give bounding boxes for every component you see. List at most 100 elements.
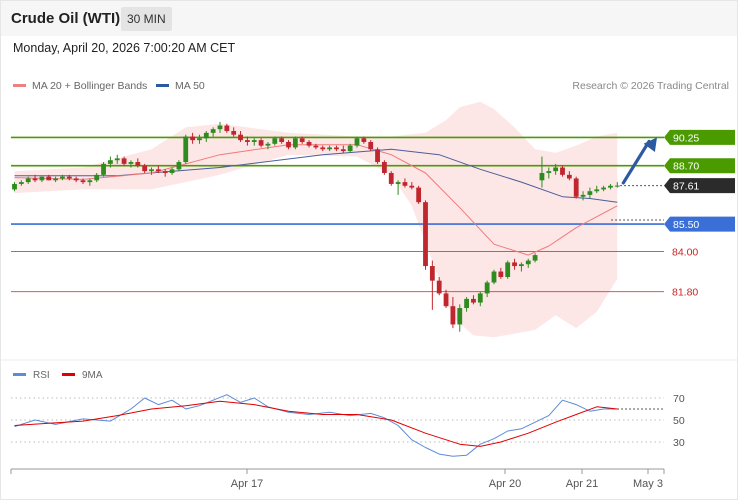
candle-body <box>340 149 346 152</box>
candle-body <box>566 174 572 179</box>
candle-body <box>553 167 559 172</box>
candle-body <box>292 138 298 148</box>
candle-body <box>546 171 552 173</box>
candle-body <box>320 147 326 150</box>
candle-body <box>429 266 435 281</box>
bollinger-swatch <box>13 83 26 87</box>
candle-body <box>539 172 545 181</box>
candle-body <box>464 298 469 309</box>
candle-body <box>375 149 380 163</box>
candle-body <box>245 140 250 142</box>
timeframe-badge[interactable]: 30 MIN <box>121 7 172 31</box>
time-tick-label: Apr 21 <box>566 478 598 490</box>
candle-body <box>108 160 113 164</box>
level-label-85.50: 85.50 <box>673 219 699 231</box>
candle-body <box>176 162 182 170</box>
candle-body <box>347 145 353 152</box>
legend-ma50-label: MA 50 <box>175 80 205 92</box>
level-label-81.80: 81.80 <box>672 287 698 299</box>
candle-body <box>361 138 367 142</box>
candle-body <box>231 131 237 135</box>
candle-body <box>423 202 428 267</box>
candle-body <box>149 169 154 172</box>
instrument-title: Crude Oil (WTI) <box>11 10 121 27</box>
rsi-tick-30: 30 <box>673 437 685 449</box>
candle-body <box>368 141 374 150</box>
candle-body <box>258 140 264 146</box>
candle-body <box>354 138 360 146</box>
ma50-swatch <box>156 83 169 87</box>
level-label-84.00: 84.00 <box>672 246 698 258</box>
candle-body <box>60 176 65 179</box>
candle-body <box>409 185 415 188</box>
last-price-tag <box>664 178 735 194</box>
research-credit: Research © 2026 Trading Central <box>572 80 729 92</box>
candle-body <box>279 138 285 142</box>
candle-body <box>128 162 134 164</box>
candle-body <box>498 271 504 278</box>
candle-body <box>477 293 483 303</box>
candle-body <box>224 125 230 132</box>
candle-body <box>614 185 620 187</box>
candle-body <box>32 178 38 181</box>
candle-body <box>18 182 24 184</box>
candle-body <box>265 143 271 146</box>
candle-body <box>306 141 312 146</box>
candle-body <box>587 191 593 195</box>
legend-bollinger-label: MA 20 + Bollinger Bands <box>32 80 148 92</box>
candle-body <box>402 182 408 186</box>
candle-body <box>580 194 586 197</box>
candle-body <box>53 178 58 181</box>
candle-body <box>450 306 456 325</box>
candle-body <box>484 282 490 294</box>
candle-body <box>101 163 106 175</box>
candle-body <box>190 136 195 141</box>
time-tick-label: May 3 <box>633 478 663 490</box>
candle-body <box>80 180 86 183</box>
9ma-line <box>14 400 618 447</box>
level-tag-90.25 <box>664 129 735 145</box>
rsi-line <box>14 394 618 457</box>
rsi-tick-70: 70 <box>673 393 685 405</box>
candle-body <box>66 176 72 179</box>
ma50-line <box>14 148 618 203</box>
candle-body <box>169 169 175 173</box>
candle-body <box>395 182 401 184</box>
candle-body <box>525 260 531 265</box>
level-tag-88.70 <box>664 158 735 174</box>
candle-body <box>155 169 161 172</box>
candle-body <box>114 158 120 161</box>
candle-body <box>25 178 31 183</box>
rsi-legend-label: RSI <box>33 370 50 381</box>
candle-body <box>512 262 517 267</box>
candle-body <box>313 145 319 148</box>
candle-body <box>299 138 305 142</box>
ma9-swatch <box>62 373 75 376</box>
candle-body <box>560 167 565 175</box>
candle-body <box>142 165 148 172</box>
candle-body <box>183 136 189 163</box>
candle-body <box>608 185 613 188</box>
chart-header: Crude Oil (WTI) 30 MIN <box>0 0 738 36</box>
candle-body <box>327 147 332 150</box>
candle-body <box>135 162 141 166</box>
candle-body <box>162 171 168 173</box>
candle-body <box>73 178 79 181</box>
candle-body <box>197 138 202 141</box>
candle-body <box>334 147 339 150</box>
candle-body <box>203 132 209 139</box>
candle-body <box>121 158 127 164</box>
candle-body <box>436 280 442 294</box>
ma20-line <box>14 144 618 256</box>
candle-body <box>94 174 100 181</box>
chart-datetime: Monday, April 20, 2026 7:00:20 AM CET <box>13 41 236 55</box>
level-label-88.70: 88.70 <box>673 161 699 173</box>
level-label-90.25: 90.25 <box>673 132 699 144</box>
forecast-arrow-head <box>643 137 657 153</box>
legend-bollinger: MA 20 + Bollinger Bands <box>13 80 147 92</box>
time-tick-label: Apr 17 <box>231 478 263 490</box>
legend-ma50: MA 50 <box>156 80 205 92</box>
candle-body <box>46 176 52 181</box>
candle-body <box>519 264 524 267</box>
